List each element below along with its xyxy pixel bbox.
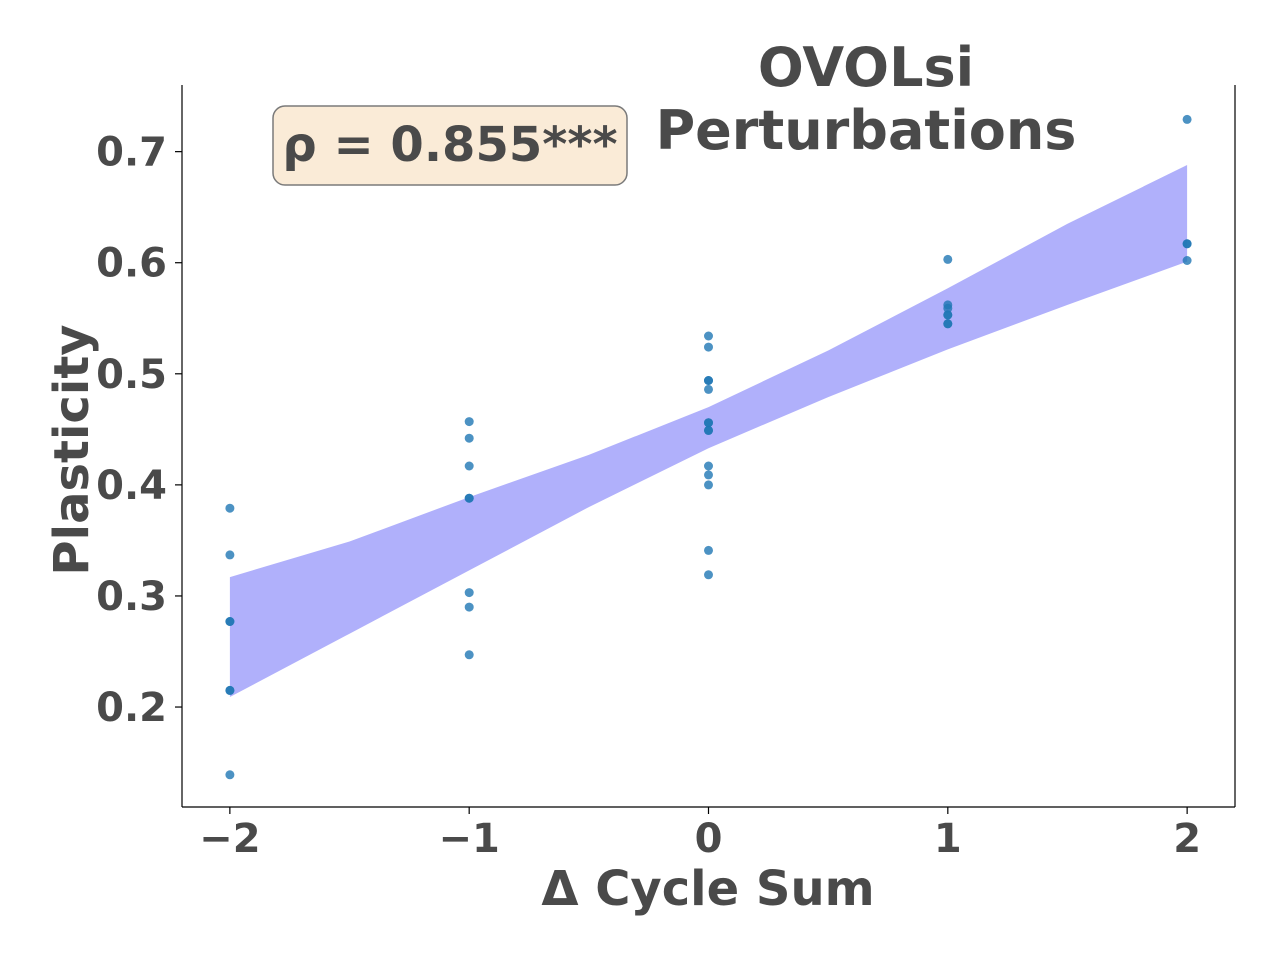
x-ticks: −2 −1 0 1 2 bbox=[199, 807, 1201, 862]
chart-title: OVOLsi Perturbations bbox=[656, 36, 1077, 162]
x-tick-label: 2 bbox=[1173, 816, 1201, 862]
y-ticks: 0.2 0.3 0.4 0.5 0.6 0.7 bbox=[96, 130, 182, 731]
data-point bbox=[225, 617, 235, 626]
data-point bbox=[1182, 239, 1192, 249]
data-point bbox=[225, 503, 235, 513]
data-point bbox=[464, 461, 474, 471]
data-point bbox=[464, 433, 474, 443]
x-tick-label: 0 bbox=[695, 816, 723, 862]
y-tick-label: 0.6 bbox=[96, 241, 167, 287]
x-tick-label: −1 bbox=[439, 816, 500, 862]
y-tick-label: 0.5 bbox=[96, 352, 167, 398]
data-point bbox=[1182, 114, 1192, 124]
y-tick-label: 0.3 bbox=[96, 574, 167, 620]
y-tick-label: 0.7 bbox=[96, 130, 167, 176]
chart-title-line-1: OVOLsi bbox=[758, 36, 974, 99]
data-point bbox=[704, 425, 713, 435]
data-point bbox=[704, 331, 713, 341]
data-point bbox=[225, 550, 235, 560]
data-point bbox=[704, 376, 713, 385]
data-point bbox=[464, 493, 474, 503]
data-point bbox=[464, 588, 474, 598]
x-axis-label: Δ Cycle Sum bbox=[541, 861, 874, 917]
data-point bbox=[704, 480, 713, 490]
data-point bbox=[704, 570, 713, 580]
data-point bbox=[704, 418, 713, 428]
data-point bbox=[704, 461, 713, 471]
x-tick-label: 1 bbox=[934, 816, 962, 862]
y-tick-label: 0.4 bbox=[96, 463, 167, 509]
y-axis-label: Plasticity bbox=[44, 324, 100, 575]
data-point bbox=[943, 319, 953, 329]
annotation-text: ρ = 0.855*** bbox=[282, 117, 617, 173]
data-point bbox=[704, 545, 713, 555]
data-point bbox=[704, 384, 713, 394]
data-point bbox=[943, 303, 953, 313]
data-point bbox=[464, 417, 474, 427]
correlation-annotation: ρ = 0.855*** bbox=[272, 105, 628, 186]
data-point bbox=[704, 342, 713, 352]
data-point bbox=[943, 254, 953, 264]
data-point bbox=[704, 470, 713, 480]
data-point bbox=[464, 602, 474, 612]
data-point bbox=[1182, 256, 1192, 265]
data-point bbox=[464, 650, 474, 660]
data-points-layer bbox=[225, 114, 1192, 780]
annotation-box bbox=[272, 105, 628, 186]
y-tick-label: 0.2 bbox=[96, 685, 167, 731]
data-point bbox=[225, 685, 235, 695]
chart-title-line-2: Perturbations bbox=[656, 99, 1077, 162]
data-point bbox=[943, 310, 953, 320]
data-point bbox=[225, 770, 235, 780]
x-tick-label: −2 bbox=[199, 816, 260, 862]
